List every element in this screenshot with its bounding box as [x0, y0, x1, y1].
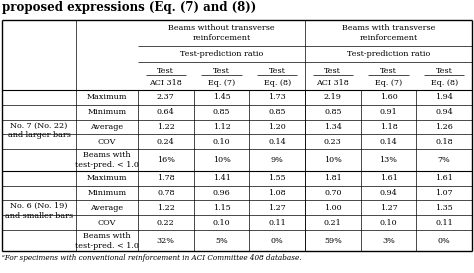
Text: Beams with transverse
reinforcement: Beams with transverse reinforcement: [342, 24, 435, 42]
Text: Test-prediction ratio: Test-prediction ratio: [347, 50, 430, 58]
Text: 0.78: 0.78: [157, 189, 174, 197]
Text: ACI 318: ACI 318: [149, 79, 182, 87]
Text: Eq. (7): Eq. (7): [208, 79, 235, 87]
Text: 1.94: 1.94: [435, 93, 453, 101]
Text: 0.10: 0.10: [380, 218, 397, 227]
Text: 1.27: 1.27: [268, 204, 286, 212]
Text: ACI 318: ACI 318: [317, 79, 349, 87]
Text: 0%: 0%: [271, 237, 283, 245]
Text: 1.45: 1.45: [213, 93, 230, 101]
Text: 3%: 3%: [382, 237, 395, 245]
Text: Beams without transverse
reinforcement: Beams without transverse reinforcement: [168, 24, 275, 42]
Text: 1.15: 1.15: [213, 204, 230, 212]
Text: Beams with
test-pred. < 1.0: Beams with test-pred. < 1.0: [75, 151, 139, 169]
Text: 32%: 32%: [157, 237, 175, 245]
Text: 1.78: 1.78: [157, 174, 174, 182]
Text: 0.64: 0.64: [157, 108, 175, 116]
Text: 1.73: 1.73: [268, 93, 286, 101]
Text: 0.18: 0.18: [435, 138, 453, 146]
Text: 1.08: 1.08: [268, 189, 286, 197]
Text: 2.37: 2.37: [157, 93, 175, 101]
Text: COV: COV: [98, 138, 116, 146]
Text: 9%: 9%: [271, 156, 283, 164]
Text: 0.23: 0.23: [324, 138, 342, 146]
Text: Eq. (7): Eq. (7): [375, 79, 402, 87]
Text: 0.11: 0.11: [435, 218, 453, 227]
Text: 5%: 5%: [215, 237, 228, 245]
Text: 1.22: 1.22: [157, 123, 175, 131]
Text: 1.00: 1.00: [324, 204, 342, 212]
Text: Maximum: Maximum: [87, 93, 127, 101]
Text: 1.18: 1.18: [380, 123, 397, 131]
Text: Test: Test: [324, 67, 341, 75]
Text: 1.07: 1.07: [435, 189, 453, 197]
Text: 1.26: 1.26: [435, 123, 453, 131]
Text: 1.55: 1.55: [268, 174, 286, 182]
Text: 59%: 59%: [324, 237, 342, 245]
Text: 0%: 0%: [438, 237, 451, 245]
Text: No. 7 (No. 22)
and larger bars: No. 7 (No. 22) and larger bars: [8, 121, 71, 139]
Text: 0.85: 0.85: [268, 108, 286, 116]
Text: 0.22: 0.22: [157, 218, 175, 227]
Text: 10%: 10%: [212, 156, 230, 164]
Text: 0.14: 0.14: [268, 138, 286, 146]
Text: 10%: 10%: [324, 156, 342, 164]
Text: 0.85: 0.85: [324, 108, 342, 116]
Text: Eq. (8): Eq. (8): [264, 79, 291, 87]
Text: No. 6 (No. 19)
and smaller bars: No. 6 (No. 19) and smaller bars: [5, 202, 73, 220]
Text: 0.10: 0.10: [213, 138, 230, 146]
Text: Test: Test: [157, 67, 174, 75]
Text: ᵃFor specimens with conventional reinforcement in ACI Committee 408 database.: ᵃFor specimens with conventional reinfor…: [2, 254, 301, 262]
Text: Test: Test: [436, 67, 453, 75]
Text: 1.22: 1.22: [157, 204, 175, 212]
Text: 0.91: 0.91: [380, 108, 397, 116]
Text: 0.85: 0.85: [213, 108, 230, 116]
Text: proposed expressions (Eq. (7) and (8)): proposed expressions (Eq. (7) and (8)): [2, 1, 256, 14]
Text: 0.14: 0.14: [380, 138, 397, 146]
Text: 1.34: 1.34: [324, 123, 342, 131]
Text: 0.11: 0.11: [268, 218, 286, 227]
Text: 1.61: 1.61: [380, 174, 397, 182]
Text: 1.35: 1.35: [435, 204, 453, 212]
Text: Test: Test: [213, 67, 230, 75]
Text: 1.12: 1.12: [212, 123, 230, 131]
Text: 1.61: 1.61: [435, 174, 453, 182]
Text: Test: Test: [269, 67, 286, 75]
Text: 1.20: 1.20: [268, 123, 286, 131]
Text: 2.19: 2.19: [324, 93, 342, 101]
Text: Average: Average: [91, 123, 124, 131]
Text: Test: Test: [380, 67, 397, 75]
Text: 1.81: 1.81: [324, 174, 342, 182]
Text: Average: Average: [91, 204, 124, 212]
Text: Test-prediction ratio: Test-prediction ratio: [180, 50, 263, 58]
Text: 0.94: 0.94: [435, 108, 453, 116]
Text: 1.60: 1.60: [380, 93, 397, 101]
Text: 0.10: 0.10: [213, 218, 230, 227]
Text: 16%: 16%: [157, 156, 175, 164]
Text: COV: COV: [98, 218, 116, 227]
Text: 0.24: 0.24: [157, 138, 175, 146]
Text: 7%: 7%: [438, 156, 451, 164]
Text: Minimum: Minimum: [87, 108, 127, 116]
Text: 0.70: 0.70: [324, 189, 342, 197]
Text: 0.94: 0.94: [380, 189, 397, 197]
Text: Eq. (8): Eq. (8): [430, 79, 458, 87]
Text: 1.27: 1.27: [380, 204, 397, 212]
Text: 0.96: 0.96: [213, 189, 230, 197]
Text: 0.21: 0.21: [324, 218, 342, 227]
Text: Maximum: Maximum: [87, 174, 127, 182]
Text: Beams with
test-pred. < 1.0: Beams with test-pred. < 1.0: [75, 232, 139, 250]
Text: Minimum: Minimum: [87, 189, 127, 197]
Text: 13%: 13%: [380, 156, 398, 164]
Text: 1.41: 1.41: [212, 174, 230, 182]
